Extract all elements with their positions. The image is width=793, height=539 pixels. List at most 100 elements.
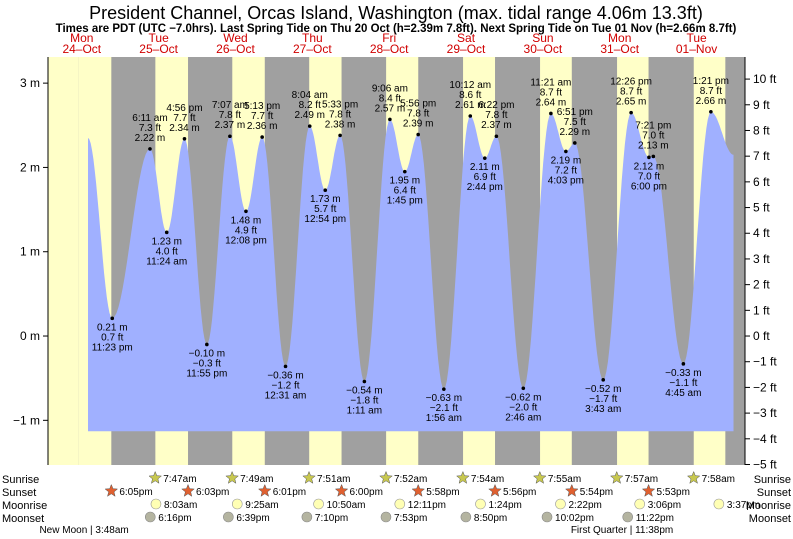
day-date: 01–Nov xyxy=(676,42,717,56)
left-tick-label: −1 m xyxy=(13,413,40,427)
tide-point xyxy=(148,147,152,151)
tide-point xyxy=(283,364,288,369)
low-tide-label: 2.19 m7.2 ft4:03 pm xyxy=(548,155,584,186)
sunrise-icon xyxy=(456,470,470,484)
moon-phase-label: New Moon | 3:48am xyxy=(39,525,128,536)
sunset-icon xyxy=(488,483,502,497)
moonrise-icon xyxy=(231,498,243,510)
tide-label-line: 2.49 m xyxy=(294,110,325,121)
tide-label-line: −2.0 ft xyxy=(509,402,537,413)
moonrise-time: 9:25am xyxy=(245,500,278,511)
tide-label-line: 2.13 m xyxy=(638,140,669,151)
tide-label-line: 2.66 m xyxy=(696,96,727,107)
tide-label-line: −0.33 m xyxy=(665,368,701,379)
tide-label-line: −0.10 m xyxy=(189,348,225,359)
sunrise-icon xyxy=(532,470,547,484)
tide-point xyxy=(651,154,656,159)
tide-label-line: 12:54 pm xyxy=(304,214,346,225)
sunset-time: 5:53pm xyxy=(657,487,690,498)
low-tide-label: −0.62 m−2.0 ft2:46 am xyxy=(505,392,541,423)
tide-area xyxy=(88,111,734,432)
sunset-time: 6:00pm xyxy=(350,487,383,498)
sunrise-time: 7:51am xyxy=(317,474,350,485)
chart-title: President Channel, Orcas Island, Washing… xyxy=(89,3,703,23)
tide-point xyxy=(416,132,420,137)
tide-point xyxy=(601,378,606,382)
tide-label-line: 3:43 am xyxy=(585,404,621,415)
sunset-icon xyxy=(181,483,195,497)
day-name: Mon xyxy=(70,31,93,45)
sunset-icon xyxy=(411,483,426,497)
tide-label-line: 6:11 am xyxy=(132,113,167,124)
high-tide-label: 11:21 am8.7 ft2.64 m xyxy=(530,77,571,108)
tide-label-line: 11:55 pm xyxy=(186,368,227,379)
sunset-icon xyxy=(104,483,119,497)
tide-point xyxy=(468,114,473,118)
day-date: 30–Oct xyxy=(524,42,563,56)
tide-label-line: 5:56 pm xyxy=(400,99,436,110)
moonrise-icon xyxy=(475,498,486,510)
high-tide-label: 7:07 am7.8 ft2.37 m xyxy=(212,100,248,131)
moonset-icon xyxy=(541,511,553,523)
tide-label-line: −1.2 ft xyxy=(271,380,299,391)
tide-point xyxy=(110,316,115,321)
tide-label-line: 2.36 m xyxy=(247,121,278,132)
tide-label-line: 2.37 m xyxy=(481,120,512,131)
moonset-time: 7:53pm xyxy=(394,513,427,524)
right-tick-label: 7 ft xyxy=(753,149,770,163)
tide-label-line: −0.62 m xyxy=(505,392,541,403)
day-name: Mon xyxy=(608,31,631,45)
tide-label-line: 11:21 am xyxy=(530,77,571,88)
tide-label-line: 2.38 m xyxy=(325,119,356,130)
tide-label-line: 11:24 am xyxy=(146,256,187,267)
tide-label-line: 12:08 pm xyxy=(225,235,267,246)
moonset-icon xyxy=(144,511,156,523)
moonrise-icon xyxy=(313,498,324,510)
sunrise-time: 7:54am xyxy=(471,474,504,485)
right-tick-label: −2 ft xyxy=(753,380,777,394)
sunrise-time: 7:47am xyxy=(163,474,196,485)
sunrise-time: 7:49am xyxy=(240,474,273,485)
tide-label-line: 7:21 pm xyxy=(635,120,671,131)
tide-label-line: 0.21 m xyxy=(97,322,128,333)
high-tide-label: 6:11 am7.3 ft2.22 m xyxy=(132,113,167,144)
tide-point xyxy=(164,230,169,235)
tide-label-line: 9:06 am xyxy=(372,83,408,94)
tide-label-line: 1.95 m xyxy=(390,176,421,187)
sunrise-icon xyxy=(225,470,239,484)
moonset-row-label-right: Moonset xyxy=(749,513,791,525)
moonrise-time: 3:06pm xyxy=(648,500,681,511)
tide-point xyxy=(549,111,553,116)
day-name: Sun xyxy=(532,31,553,45)
right-tick-label: 1 ft xyxy=(753,303,770,317)
tide-label-line: 10:12 am xyxy=(449,80,491,91)
right-tick-label: −1 ft xyxy=(753,355,777,369)
right-tick-label: 3 ft xyxy=(753,252,770,266)
tide-point xyxy=(338,133,342,138)
high-tide-label: 6:51 pm7.5 ft2.29 m xyxy=(557,107,593,138)
tide-label-line: 4:03 pm xyxy=(548,175,584,186)
tide-label-line: 7.8 ft xyxy=(407,109,429,120)
tide-label-line: 8.7 ft xyxy=(540,87,562,98)
right-tick-label: 4 ft xyxy=(753,226,770,240)
sunrise-time: 7:52am xyxy=(394,474,427,485)
moonrise-icon xyxy=(394,498,406,510)
day-name: Fri xyxy=(382,31,396,45)
tide-label-line: 8.7 ft xyxy=(700,86,722,97)
tide-label-line: 1:11 am xyxy=(347,406,382,417)
moon-phase-label: First Quarter | 11:38pm xyxy=(571,525,673,536)
tide-label-line: 2.11 m xyxy=(470,162,500,173)
tide-label-line: 7.7 ft xyxy=(251,111,273,122)
tide-label-line: 2.64 m xyxy=(536,97,567,108)
moonset-icon xyxy=(460,511,472,523)
sunset-time: 5:56pm xyxy=(503,487,536,498)
high-tide-label: 6:22 pm7.8 ft2.37 m xyxy=(478,100,514,131)
left-tick-label: 2 m xyxy=(20,160,40,174)
high-tide-label: 1:21 pm8.7 ft2.66 m xyxy=(693,76,729,107)
high-tide-label: 8:04 am8.2 ft2.49 m xyxy=(292,90,328,121)
sunset-icon xyxy=(257,483,272,497)
